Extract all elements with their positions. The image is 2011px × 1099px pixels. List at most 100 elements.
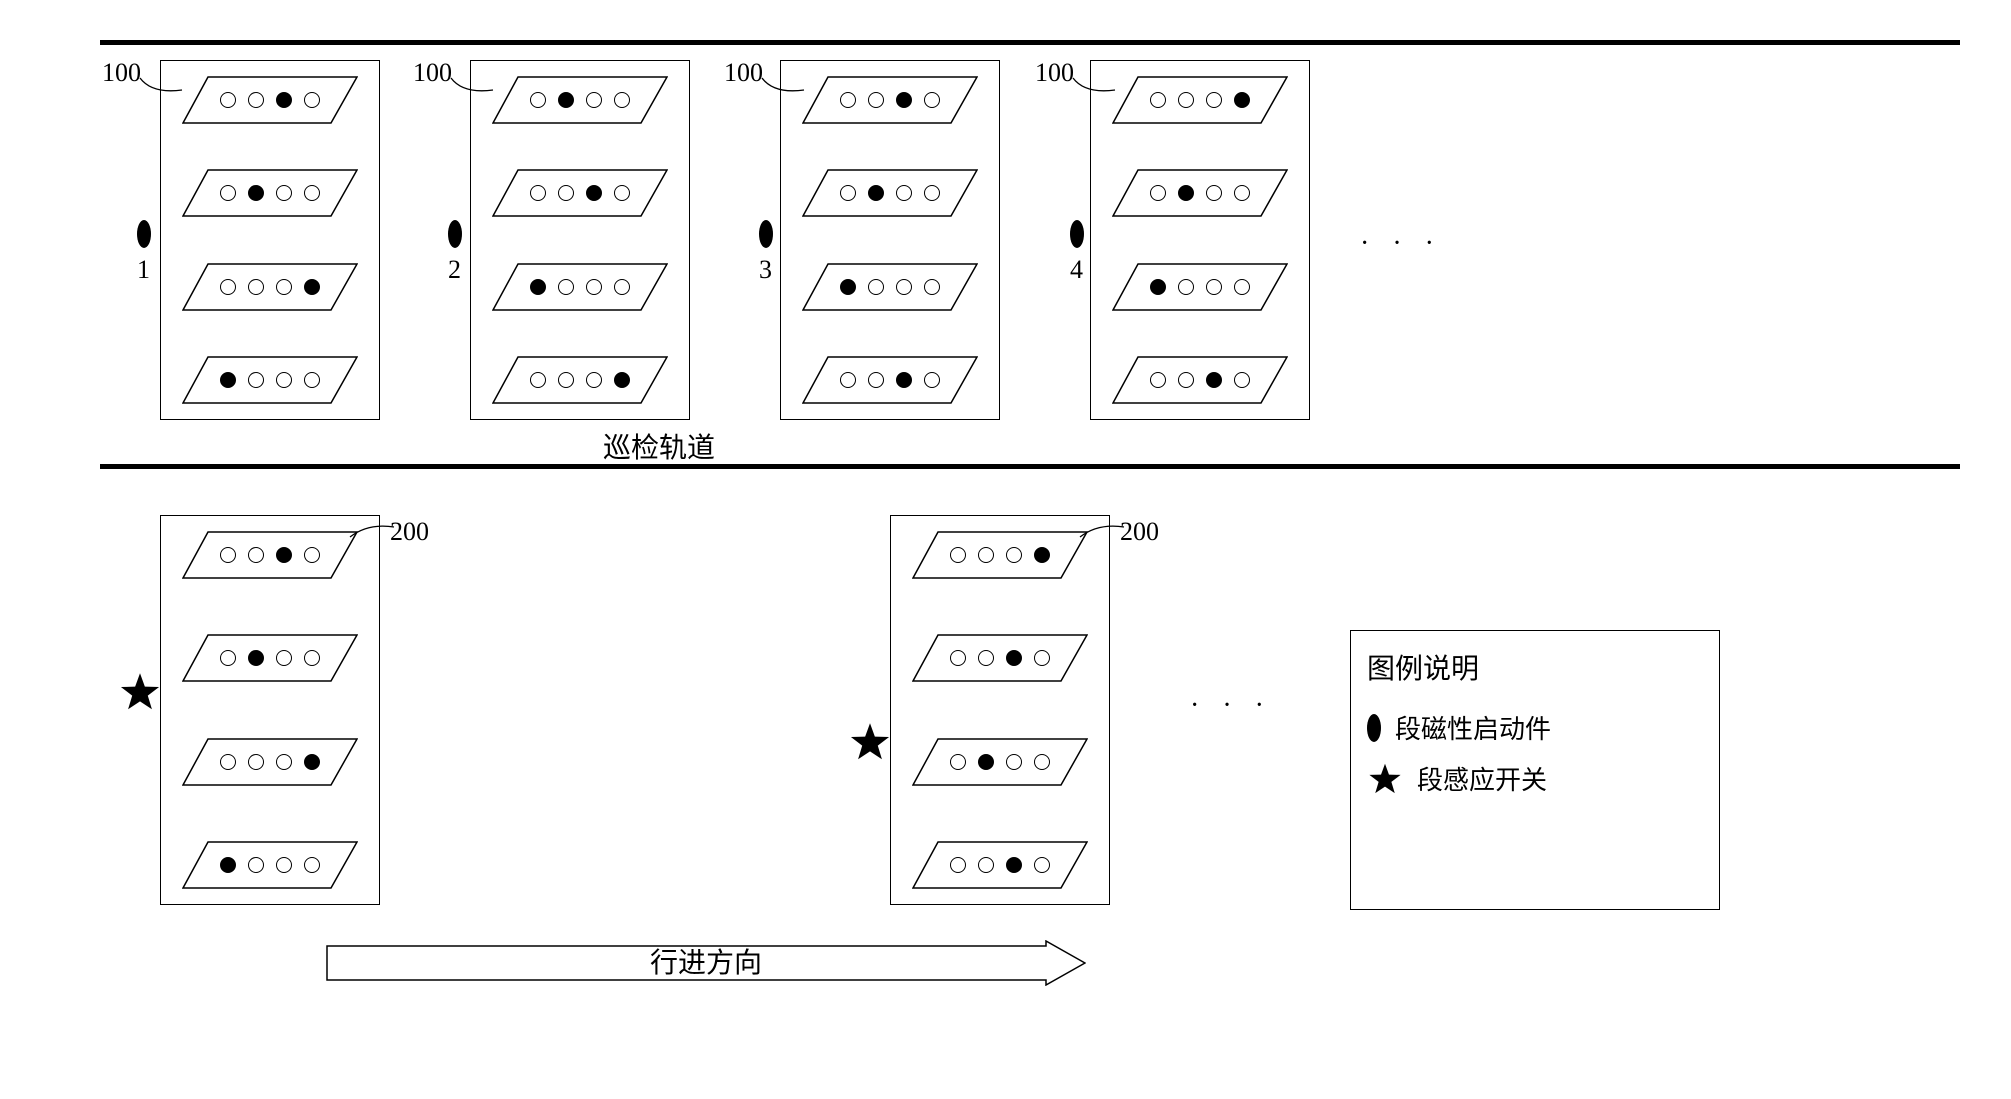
card-dots: [1150, 92, 1250, 108]
card-dots: [950, 857, 1050, 873]
card-dots: [530, 185, 630, 201]
card-dots: [220, 92, 320, 108]
card-dots: [1150, 185, 1250, 201]
dot-icon: [304, 650, 320, 666]
card-dots: [950, 547, 1050, 563]
dot-icon: [248, 547, 264, 563]
dot-icon: [840, 279, 856, 295]
legend-row: 段磁性启动件: [1367, 709, 1703, 746]
dot-icon: [978, 650, 994, 666]
dot-icon: [1034, 650, 1050, 666]
star-icon: [1367, 761, 1403, 797]
top-cabinet-4: [1090, 60, 1310, 420]
dot-icon: [304, 279, 320, 295]
card-slot: [182, 169, 358, 217]
card-slot: [492, 263, 668, 311]
track-label: 巡检轨道: [603, 426, 715, 466]
dot-icon: [1234, 185, 1250, 201]
dot-icon: [586, 92, 602, 108]
dot-icon: [1006, 547, 1022, 563]
dot-icon: [558, 372, 574, 388]
dot-icon: [868, 372, 884, 388]
dot-icon: [276, 185, 292, 201]
dot-icon: [896, 92, 912, 108]
dot-icon: [558, 279, 574, 295]
dot-icon: [978, 754, 994, 770]
dot-icon: [276, 92, 292, 108]
dot-icon: [896, 279, 912, 295]
dot-icon: [1234, 279, 1250, 295]
dot-icon: [1206, 279, 1222, 295]
dot-icon: [558, 92, 574, 108]
dot-icon: [220, 547, 236, 563]
dot-icon: [1150, 185, 1166, 201]
dot-icon: [248, 372, 264, 388]
dot-icon: [304, 754, 320, 770]
card-dots: [840, 185, 940, 201]
dot-icon: [614, 279, 630, 295]
dot-icon: [530, 185, 546, 201]
card-dots: [220, 650, 320, 666]
ellipsis-bottom: · · ·: [1190, 690, 1272, 722]
oval-icon: [1367, 714, 1381, 742]
legend-item-text: 段磁性启动件: [1395, 709, 1551, 746]
dot-icon: [1234, 372, 1250, 388]
dot-icon: [1034, 754, 1050, 770]
dot-icon: [530, 92, 546, 108]
card-dots: [1150, 279, 1250, 295]
leader-curve: [760, 76, 810, 100]
marker-number: 4: [1070, 255, 1083, 285]
dot-icon: [950, 857, 966, 873]
dot-icon: [950, 650, 966, 666]
card-dots: [1150, 372, 1250, 388]
card-dots: [220, 547, 320, 563]
dot-icon: [840, 372, 856, 388]
card-dots: [220, 185, 320, 201]
dot-icon: [530, 372, 546, 388]
dot-icon: [978, 857, 994, 873]
dot-icon: [1206, 185, 1222, 201]
card-dots: [840, 372, 940, 388]
card-dots: [530, 92, 630, 108]
dot-icon: [1178, 185, 1194, 201]
dot-icon: [924, 279, 940, 295]
dot-icon: [868, 185, 884, 201]
card-dots: [220, 857, 320, 873]
dot-icon: [276, 279, 292, 295]
card-slot: [912, 531, 1088, 579]
card-slot: [802, 356, 978, 404]
dot-icon: [950, 754, 966, 770]
segment-magnet-marker: [448, 220, 462, 248]
dot-icon: [276, 372, 292, 388]
dot-icon: [1034, 547, 1050, 563]
card-slot: [1112, 356, 1288, 404]
segment-switch-star: [848, 720, 892, 764]
card-dots: [220, 279, 320, 295]
dot-icon: [220, 92, 236, 108]
dot-icon: [220, 857, 236, 873]
direction-label: 行进方向: [650, 941, 762, 981]
dot-icon: [840, 92, 856, 108]
dot-icon: [614, 92, 630, 108]
card-slot: [182, 738, 358, 786]
segment-magnet-marker: [759, 220, 773, 248]
dot-icon: [304, 372, 320, 388]
card-dots: [950, 650, 1050, 666]
dot-icon: [1234, 92, 1250, 108]
top-cabinet-2: [470, 60, 690, 420]
card-slot: [912, 841, 1088, 889]
dot-icon: [1178, 372, 1194, 388]
dot-icon: [614, 372, 630, 388]
dot-icon: [1178, 92, 1194, 108]
dot-icon: [1206, 92, 1222, 108]
card-slot: [802, 76, 978, 124]
segment-magnet-marker: [137, 220, 151, 248]
dot-icon: [586, 279, 602, 295]
card-slot: [492, 356, 668, 404]
dot-icon: [896, 372, 912, 388]
ref-label-100: 100: [102, 58, 141, 88]
dot-icon: [1150, 372, 1166, 388]
card-slot: [802, 263, 978, 311]
dot-icon: [304, 185, 320, 201]
ref-label-100: 100: [1035, 58, 1074, 88]
